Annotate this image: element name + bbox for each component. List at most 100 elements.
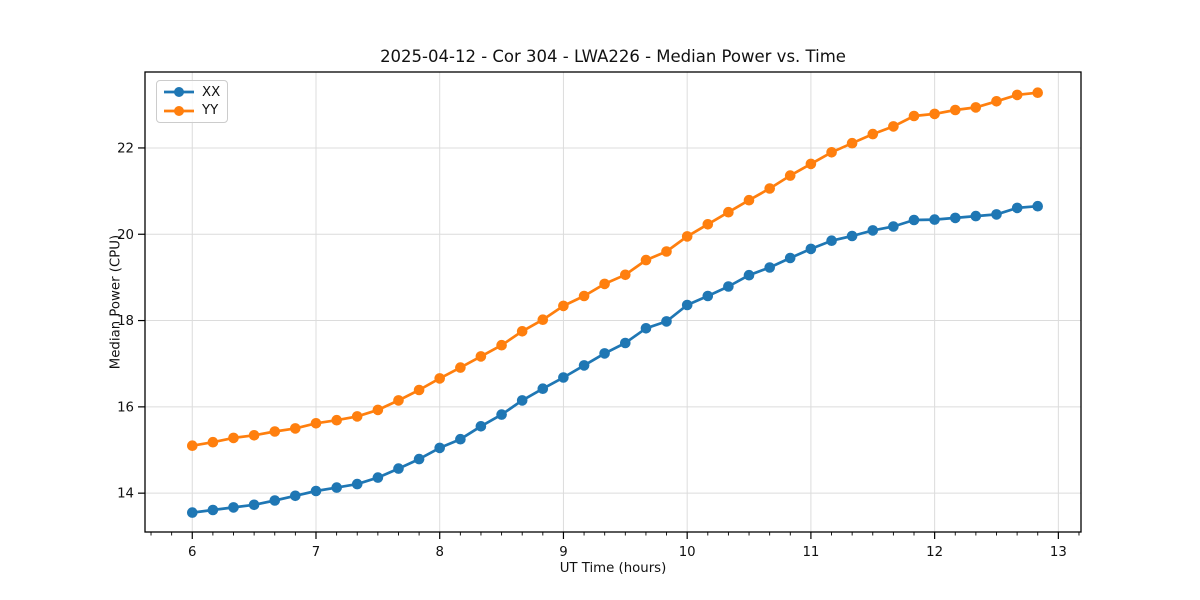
data-point-yy (950, 104, 961, 116)
y-tick-label: 14 (117, 487, 134, 502)
x-tick-label: 10 (679, 545, 696, 560)
data-point-xx (207, 504, 219, 516)
data-point-xx (475, 421, 487, 432)
y-tick-label: 16 (117, 400, 134, 415)
x-tick-label: 8 (435, 545, 443, 560)
data-point-yy (888, 121, 899, 132)
data-point-xx (805, 243, 817, 255)
legend-label-xx: XX (202, 84, 221, 100)
data-point-yy (516, 326, 528, 337)
data-point-yy (475, 351, 487, 362)
data-point-yy (372, 404, 384, 416)
y-axis-label: Median Power (CPU) (108, 234, 124, 370)
data-point-yy (743, 194, 755, 206)
data-point-yy (187, 440, 198, 452)
data-point-xx (496, 409, 507, 420)
x-tick-label: 6 (188, 545, 196, 560)
data-point-xx (743, 269, 755, 281)
data-point-xx (888, 221, 899, 232)
data-point-yy (846, 137, 858, 149)
data-point-xx (269, 495, 281, 506)
data-point-xx (929, 214, 940, 225)
data-point-xx (393, 463, 404, 474)
data-point-xx (372, 472, 384, 483)
data-point-xx (578, 360, 590, 371)
data-point-xx (413, 453, 425, 465)
data-point-xx (187, 507, 198, 518)
data-point-yy (1032, 87, 1043, 98)
data-point-xx (1011, 202, 1023, 214)
data-point-xx (826, 235, 837, 246)
legend: XX YY (156, 80, 228, 123)
legend-sample-line-xx (164, 87, 194, 98)
data-point-xx (846, 230, 858, 242)
data-point-yy (248, 430, 260, 441)
data-point-yy (413, 384, 425, 396)
data-point-xx (310, 485, 322, 497)
data-point-yy (537, 314, 549, 326)
data-point-yy (434, 373, 446, 384)
data-point-xx (661, 316, 672, 327)
x-tick-label: 7 (312, 545, 320, 560)
series-line-yy (190, 91, 1040, 448)
data-point-xx (558, 372, 569, 383)
y-tick-label: 18 (117, 314, 134, 329)
data-point-yy (620, 269, 631, 281)
data-point-xx (681, 299, 693, 311)
axes-border (144, 71, 1082, 533)
data-point-xx (434, 442, 446, 454)
y-tick-label: 22 (117, 141, 134, 156)
data-point-xx (908, 214, 920, 226)
x-tick-label: 13 (1050, 545, 1067, 560)
data-point-xx (723, 281, 734, 292)
data-point-yy (1011, 89, 1023, 101)
data-point-xx (516, 395, 528, 406)
data-point-yy (867, 128, 879, 140)
data-point-xx (331, 482, 343, 493)
y-tick-label: 20 (117, 228, 134, 243)
data-point-yy (723, 206, 734, 218)
data-point-yy (784, 170, 796, 181)
data-point-yy (929, 108, 940, 120)
data-point-yy (805, 158, 817, 170)
data-point-xx (702, 290, 714, 302)
data-point-yy (764, 183, 775, 194)
legend-item-xx: XX (163, 83, 221, 102)
data-point-yy (640, 254, 652, 266)
legend-label-yy: YY (202, 103, 219, 119)
data-point-yy (578, 290, 590, 302)
data-point-yy (331, 414, 343, 426)
data-point-yy (661, 246, 672, 257)
data-point-xx (970, 210, 982, 222)
data-point-xx (620, 337, 631, 349)
data-point-yy (970, 102, 982, 113)
x-tick-label: 9 (559, 545, 567, 560)
data-point-xx (764, 262, 775, 273)
data-point-yy (228, 432, 239, 444)
data-point-xx (784, 252, 796, 264)
data-point-yy (310, 418, 322, 429)
data-point-xx (455, 433, 466, 445)
data-point-yy (393, 395, 404, 406)
data-point-yy (558, 300, 569, 312)
x-tick-label: 11 (802, 545, 819, 560)
data-point-xx (248, 499, 260, 511)
data-point-yy (290, 423, 301, 434)
data-point-xx (867, 225, 879, 236)
legend-item-yy: YY (163, 102, 221, 121)
data-point-xx (228, 502, 239, 513)
data-point-yy (269, 426, 281, 437)
data-point-yy (908, 110, 920, 122)
data-point-xx (599, 348, 610, 359)
data-point-yy (681, 231, 693, 242)
data-point-xx (537, 383, 549, 395)
data-point-xx (1032, 200, 1043, 212)
data-point-xx (351, 478, 363, 490)
data-point-xx (991, 209, 1002, 220)
data-point-xx (290, 490, 301, 502)
data-point-yy (455, 362, 466, 373)
chart-title: 2025-04-12 - Cor 304 - LWA226 - Median P… (380, 47, 846, 66)
x-axis-label: UT Time (hours) (559, 561, 667, 576)
